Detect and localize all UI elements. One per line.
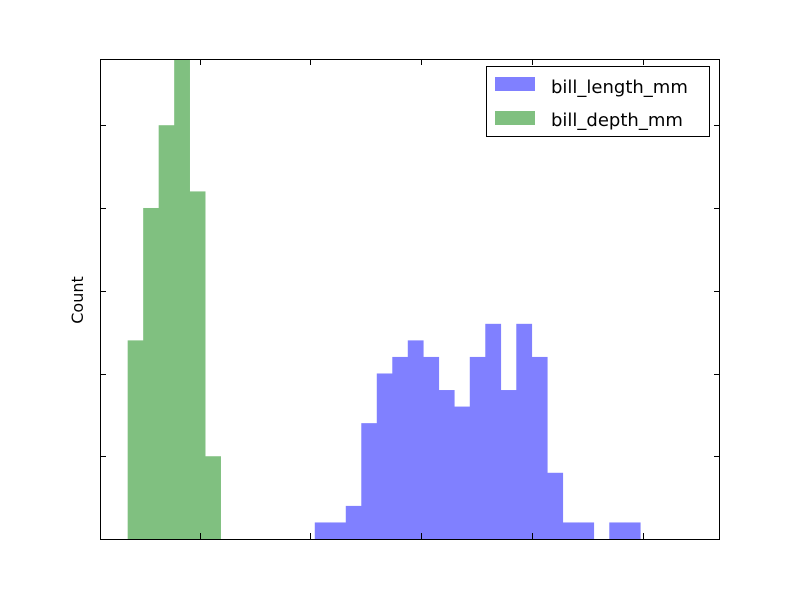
- legend-label-bill-depth: bill_depth_mm: [551, 110, 683, 131]
- histogram-bar-bill-length-mm-12: [500, 390, 517, 539]
- legend: bill_length_mm bill_depth_mm: [486, 66, 710, 137]
- histogram-bar-bill-length-mm-6: [407, 340, 424, 539]
- legend-swatch-bill-length: [495, 77, 535, 91]
- histogram-bar-bill-length-mm-3: [361, 423, 378, 539]
- histogram-bar-bill-length-mm-10: [469, 356, 486, 539]
- histogram-bar-bill-length-mm-20: [624, 522, 641, 539]
- histogram-bar-bill-length-mm-9: [454, 406, 471, 539]
- histogram-bar-bill-depth-mm-0: [127, 340, 144, 539]
- histogram-bar-bill-length-mm-11: [485, 323, 502, 539]
- plot-frame: [100, 59, 720, 540]
- histogram-bar-bill-depth-mm-3: [174, 59, 190, 539]
- histogram-bar-bill-length-mm-8: [438, 390, 455, 539]
- histogram-bar-bill-depth-mm-4: [189, 191, 206, 539]
- histogram-bar-bill-length-mm-14: [531, 356, 548, 539]
- histogram-bar-bill-length-mm-13: [516, 323, 533, 539]
- histogram-bar-bill-length-mm-16: [562, 522, 579, 539]
- histogram-bar-bill-length-mm-15: [547, 472, 564, 539]
- histogram-bar-bill-length-mm-19: [609, 522, 626, 539]
- histogram-bar-bill-length-mm-4: [376, 373, 393, 539]
- histogram-bar-bill-length-mm-1: [330, 522, 347, 539]
- histogram-bar-bill-length-mm-5: [392, 356, 409, 539]
- legend-label-bill-length: bill_length_mm: [551, 77, 688, 98]
- histogram-bar-bill-length-mm-7: [423, 356, 440, 539]
- histogram-bar-bill-depth-mm-2: [158, 125, 175, 540]
- legend-swatch-bill-depth: [495, 111, 535, 125]
- y-axis-label: Count: [68, 276, 87, 324]
- histogram-bar-bill-depth-mm-1: [143, 207, 159, 539]
- histogram-bar-bill-depth-mm-5: [205, 456, 221, 539]
- histogram-bar-bill-length-mm-0: [314, 522, 331, 539]
- ticks-layer: [100, 59, 720, 539]
- histogram-bar-bill-length-mm-2: [345, 505, 362, 539]
- bars-layer: [127, 59, 641, 540]
- histogram-bar-bill-length-mm-17: [578, 522, 595, 539]
